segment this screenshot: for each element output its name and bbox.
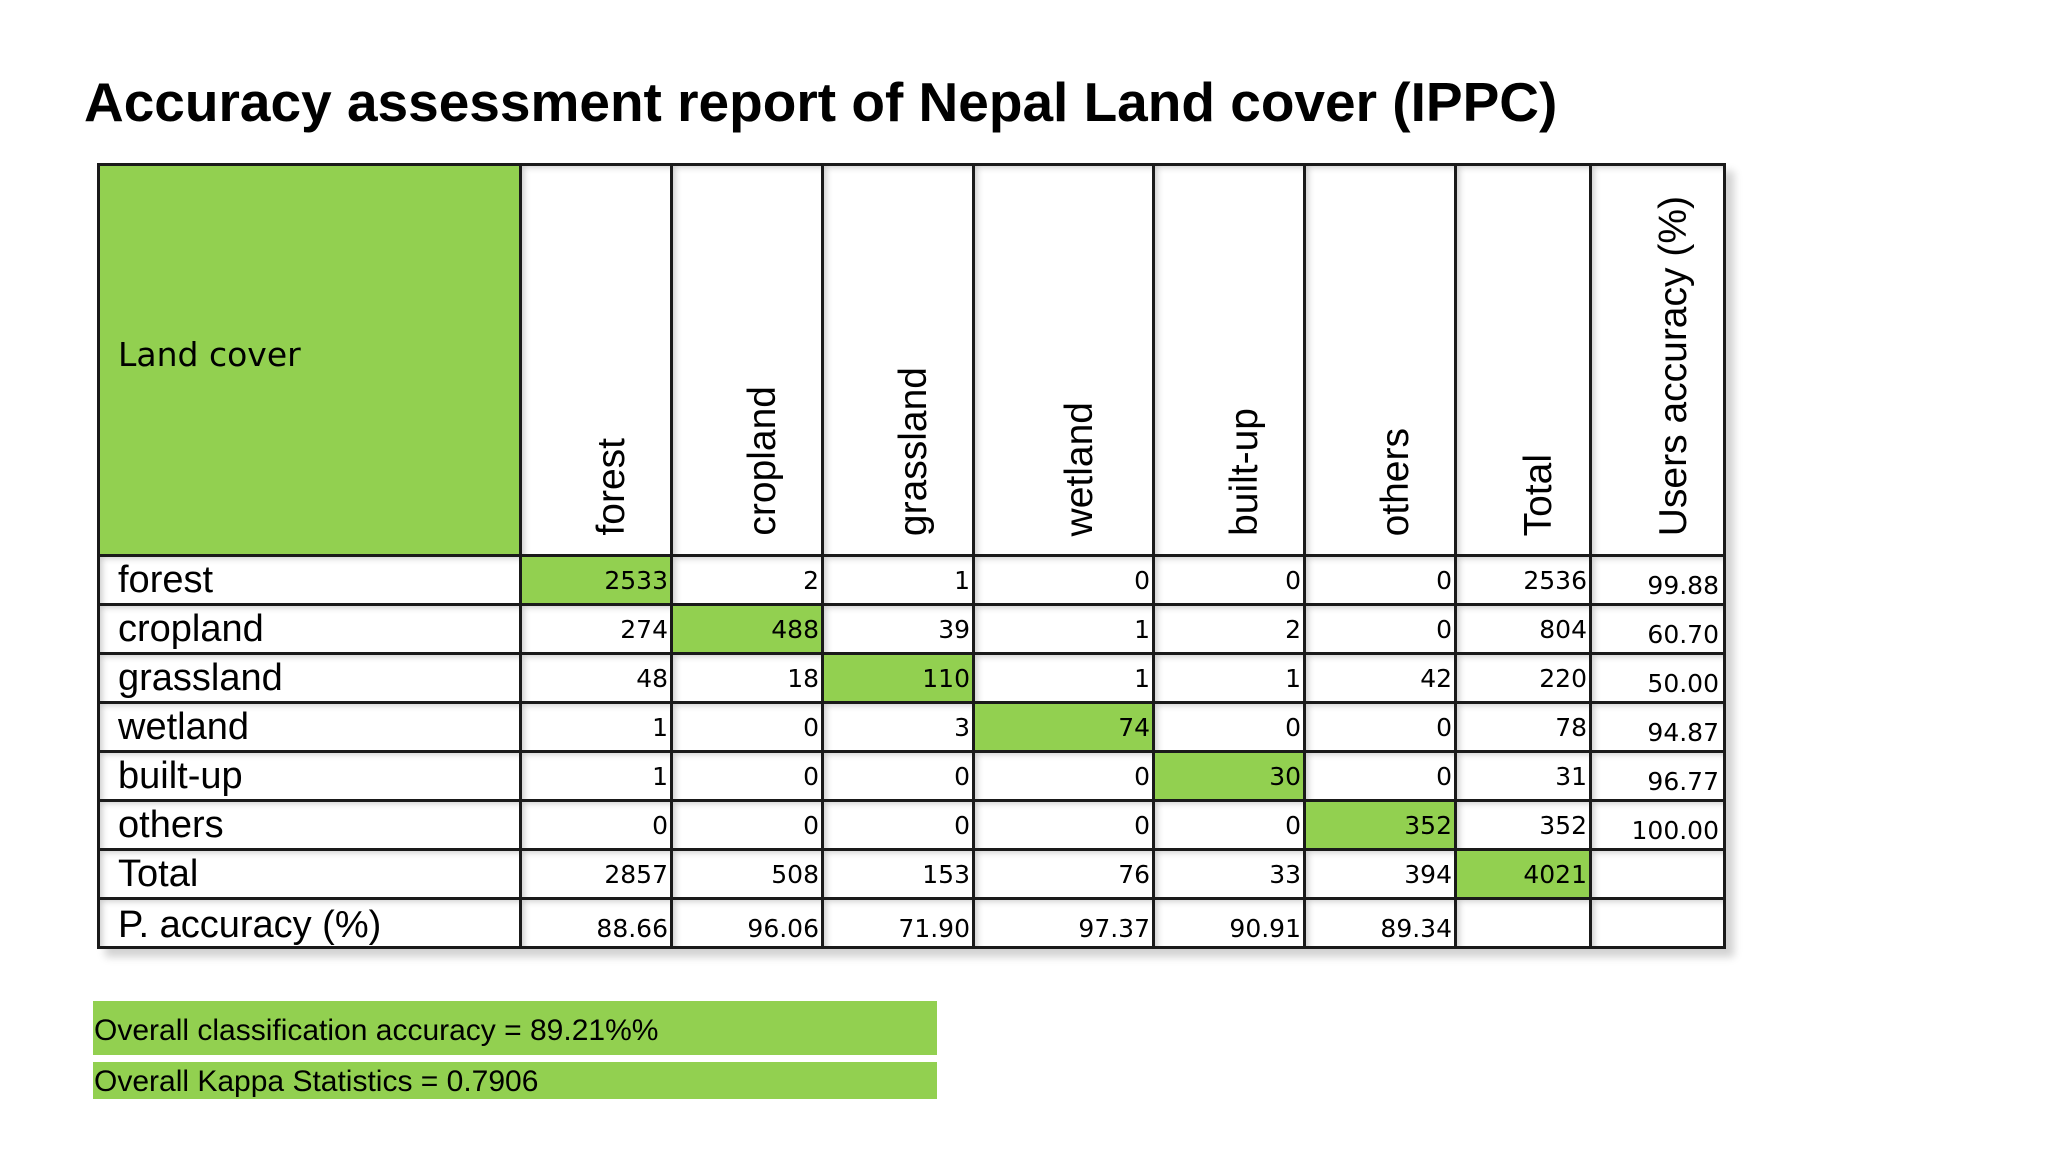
table-cell: 89.34	[1303, 897, 1457, 949]
row-label: others	[97, 799, 522, 851]
table-row: built-up 1 0 0 0 30 0 31 96.77	[97, 750, 1726, 802]
kappa-banner: Overall Kappa Statistics = 0.7906	[93, 1062, 937, 1099]
table-cell: 42	[1303, 652, 1457, 704]
row-label: built-up	[97, 750, 522, 802]
table-cell: 352	[1303, 799, 1457, 851]
table-cell: 153	[821, 848, 975, 900]
column-header: grassland	[821, 163, 975, 557]
table-cell: 0	[670, 799, 824, 851]
table-cell: 0	[972, 750, 1155, 802]
table-cell: 0	[1152, 554, 1306, 606]
table-row: others 0 0 0 0 0 352 352 100.00	[97, 799, 1726, 851]
table-cell: 1	[821, 554, 975, 606]
table-cell: 1	[519, 750, 673, 802]
table-cell: 88.66	[519, 897, 673, 949]
table-row: cropland 274 488 39 1 2 0 804 60.70	[97, 603, 1726, 655]
table-cell: 2536	[1454, 554, 1592, 606]
table-cell: 508	[670, 848, 824, 900]
row-label: P. accuracy (%)	[97, 897, 522, 949]
table-cell: 0	[670, 750, 824, 802]
overall-accuracy-banner: Overall classification accuracy = 89.21%…	[93, 1001, 937, 1055]
table-cell: 4021	[1454, 848, 1592, 900]
table-cell: 3	[821, 701, 975, 753]
table-cell: 0	[1303, 603, 1457, 655]
table-cell: 274	[519, 603, 673, 655]
table-row: wetland 1 0 3 74 0 0 78 94.87	[97, 701, 1726, 753]
table-cell	[1454, 897, 1592, 949]
table-cell: 99.88	[1589, 554, 1726, 606]
table-cell: 50.00	[1589, 652, 1726, 704]
table-row-producer-accuracy: P. accuracy (%) 88.66 96.06 71.90 97.37 …	[97, 897, 1726, 949]
table-cell: 1	[972, 652, 1155, 704]
table-cell: 0	[972, 554, 1155, 606]
table-cell: 0	[670, 701, 824, 753]
row-label: forest	[97, 554, 522, 606]
table-cell: 0	[972, 799, 1155, 851]
table-cell: 2	[1152, 603, 1306, 655]
page-title: Accuracy assessment report of Nepal Land…	[84, 71, 1558, 133]
table-cell: 39	[821, 603, 975, 655]
accuracy-table: Land cover forest cropland grassland wet…	[97, 163, 1726, 949]
corner-label: Land cover	[118, 334, 301, 374]
table-cell: 97.37	[972, 897, 1155, 949]
table-cell: 804	[1454, 603, 1592, 655]
table-row-total: Total 2857 508 153 76 33 394 4021	[97, 848, 1726, 900]
table-cell: 2	[670, 554, 824, 606]
table-cell: 0	[1303, 554, 1457, 606]
table-cell: 394	[1303, 848, 1457, 900]
table-cell: 488	[670, 603, 824, 655]
table-cell: 74	[972, 701, 1155, 753]
table-cell: 30	[1152, 750, 1306, 802]
row-label: wetland	[97, 701, 522, 753]
table-cell: 90.91	[1152, 897, 1306, 949]
column-header: Users accuracy (%)	[1589, 163, 1726, 557]
table-cell: 0	[821, 799, 975, 851]
table-row: grassland 48 18 110 1 1 42 220 50.00	[97, 652, 1726, 704]
table-cell: 220	[1454, 652, 1592, 704]
table-cell: 0	[1303, 701, 1457, 753]
table-cell: 1	[519, 701, 673, 753]
table-cell: 100.00	[1589, 799, 1726, 851]
table-cell: 94.87	[1589, 701, 1726, 753]
row-label: Total	[97, 848, 522, 900]
table-cell: 0	[1303, 750, 1457, 802]
table-cell: 78	[1454, 701, 1592, 753]
column-header: cropland	[670, 163, 824, 557]
table-cell: 2857	[519, 848, 673, 900]
table-cell: 31	[1454, 750, 1592, 802]
table-cell: 0	[1152, 799, 1306, 851]
table-cell: 48	[519, 652, 673, 704]
table-cell: 96.06	[670, 897, 824, 949]
corner-cell: Land cover	[97, 163, 522, 557]
table-cell: 0	[821, 750, 975, 802]
table-cell	[1589, 848, 1726, 900]
table-cell: 1	[972, 603, 1155, 655]
column-header: forest	[519, 163, 673, 557]
table-cell: 1	[1152, 652, 1306, 704]
column-header: built-up	[1152, 163, 1306, 557]
table-cell: 71.90	[821, 897, 975, 949]
table-cell	[1589, 897, 1726, 949]
column-header: others	[1303, 163, 1457, 557]
table-cell: 33	[1152, 848, 1306, 900]
table-cell: 76	[972, 848, 1155, 900]
table-cell: 18	[670, 652, 824, 704]
table-cell: 0	[519, 799, 673, 851]
table-header-row: Land cover forest cropland grassland wet…	[97, 163, 1726, 557]
table-cell: 96.77	[1589, 750, 1726, 802]
table-cell: 352	[1454, 799, 1592, 851]
row-label: grassland	[97, 652, 522, 704]
column-header: Total	[1454, 163, 1592, 557]
table-cell: 2533	[519, 554, 673, 606]
row-label: cropland	[97, 603, 522, 655]
table-row: forest 2533 2 1 0 0 0 2536 99.88	[97, 554, 1726, 606]
table-cell: 0	[1152, 701, 1306, 753]
column-header: wetland	[972, 163, 1155, 557]
table-cell: 110	[821, 652, 975, 704]
table-cell: 60.70	[1589, 603, 1726, 655]
